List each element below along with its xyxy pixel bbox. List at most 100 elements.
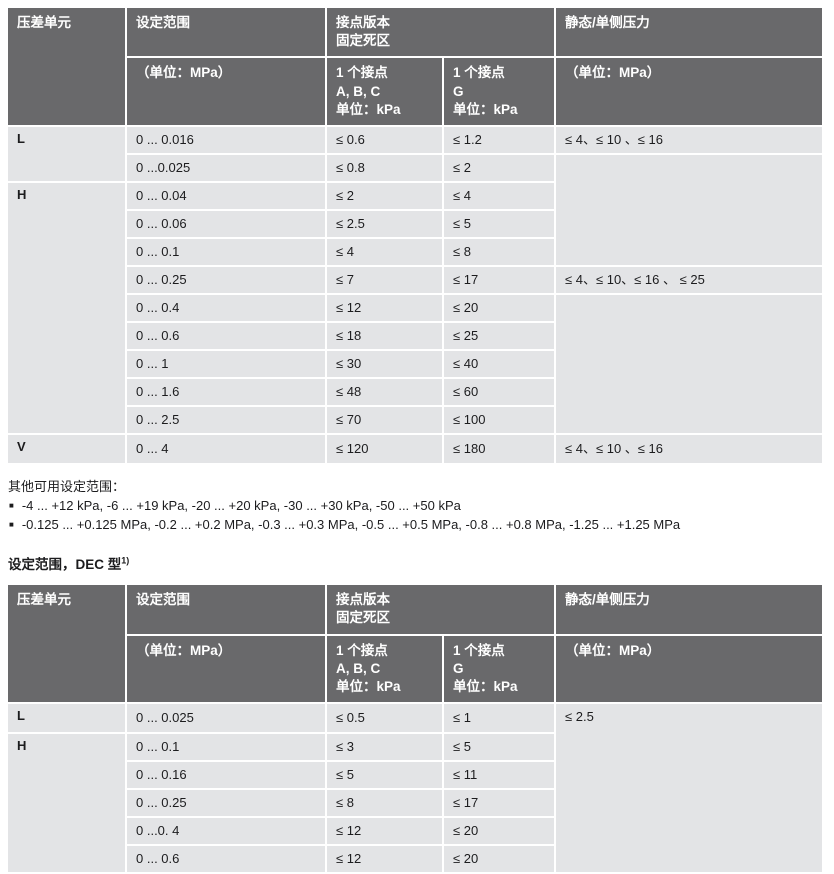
column-header-range: 设定范围 — [127, 8, 325, 57]
contact-g-cell: ≤ 180 — [444, 435, 554, 464]
range-cell: 0 ...0.025 — [127, 155, 325, 182]
range-cell: 0 ... 0.25 — [127, 267, 325, 294]
table-row: 0 ... 0.6 ≤ 18 ≤ 25 — [8, 323, 822, 350]
contact-g-cell: ≤ 4 — [444, 183, 554, 210]
range-cell: 0 ... 4 — [127, 435, 325, 464]
note-bullet-text: -4 ... +12 kPa, -6 ... +19 kPa, -20 ... … — [21, 498, 461, 514]
bullet-square-icon: ■ — [9, 501, 14, 511]
list-item: ■ -4 ... +12 kPa, -6 ... +19 kPa, -20 ..… — [8, 496, 826, 515]
unit-cell: L — [8, 127, 125, 182]
column-header-contact: 接点版本 固定死区 — [327, 585, 554, 634]
table-row: 0 ... 0.1 ≤ 4 ≤ 8 — [8, 239, 822, 266]
spec-table-2: 压差单元 设定范围 接点版本 固定死区 静态/单侧压力 （单位：MPa） 1 个… — [6, 583, 824, 874]
range-cell: 0 ... 0.04 — [127, 183, 325, 210]
note-title: 其他可用设定范围： — [8, 479, 126, 495]
contact-abc-cell: ≤ 70 — [327, 407, 442, 434]
subheader-contact-abc: 1 个接点 A, B, C 单位：kPa — [327, 635, 442, 703]
contact-abc-cell: ≤ 0.6 — [327, 127, 442, 154]
unit-cell: H — [8, 734, 125, 873]
range-cell: 0 ... 0.16 — [127, 762, 325, 789]
contact-abc-cell: ≤ 8 — [327, 790, 442, 817]
column-header-static: 静态/单侧压力 — [556, 8, 822, 57]
table-row: 0 ... 1.6 ≤ 48 ≤ 60 — [8, 379, 822, 406]
contact-g-cell: ≤ 40 — [444, 351, 554, 378]
column-header-contact: 接点版本 固定死区 — [327, 8, 554, 57]
subheader-static-unit: （单位：MPa） — [556, 635, 822, 703]
contact-abc-cell: ≤ 7 — [327, 267, 442, 294]
static-cell: ≤ 4、≤ 10 、≤ 16 — [556, 127, 822, 154]
contact-g-cell: ≤ 20 — [444, 846, 554, 873]
contact-abc-cell: ≤ 30 — [327, 351, 442, 378]
contact-g-cell: ≤ 17 — [444, 267, 554, 294]
range-cell: 0 ... 1.6 — [127, 379, 325, 406]
bullet-square-icon: ■ — [9, 520, 14, 530]
contact-g-cell: ≤ 25 — [444, 323, 554, 350]
column-header-range: 设定范围 — [127, 585, 325, 634]
column-header-static: 静态/单侧压力 — [556, 585, 822, 634]
contact-abc-cell: ≤ 12 — [327, 846, 442, 873]
contact-abc-cell: ≤ 120 — [327, 435, 442, 464]
other-ranges-note: 其他可用设定范围： ■ -4 ... +12 kPa, -6 ... +19 k… — [8, 477, 826, 534]
range-cell: 0 ... 2.5 — [127, 407, 325, 434]
contact-abc-cell: ≤ 0.8 — [327, 155, 442, 182]
contact-g-cell: ≤ 1.2 — [444, 127, 554, 154]
range-cell: 0 ... 0.4 — [127, 295, 325, 322]
static-cell-empty — [556, 295, 822, 434]
contact-g-cell: ≤ 5 — [444, 211, 554, 238]
unit-cell: V — [8, 435, 125, 464]
subheader-contact-abc: 1 个接点 A, B, C 单位：kPa — [327, 58, 442, 126]
contact-g-cell: ≤ 5 — [444, 734, 554, 761]
note-bullet-text: -0.125 ... +0.125 MPa, -0.2 ... +0.2 MPa… — [21, 517, 681, 533]
range-cell: 0 ... 0.1 — [127, 239, 325, 266]
contact-g-cell: ≤ 17 — [444, 790, 554, 817]
range-cell: 0 ... 0.06 — [127, 211, 325, 238]
static-cell: ≤ 2.5 — [556, 704, 822, 873]
table-row: 0 ... 2.5 ≤ 70 ≤ 100 — [8, 407, 822, 434]
static-cell-empty — [556, 155, 822, 266]
spec-table-1: 压差单元 设定范围 接点版本 固定死区 静态/单侧压力 （单位：MPa） 1 个… — [6, 6, 824, 465]
table-row: 0 ... 1 ≤ 30 ≤ 40 — [8, 351, 822, 378]
table2-header-row-1: 压差单元 设定范围 接点版本 固定死区 静态/单侧压力 — [8, 585, 822, 703]
table-row: H 0 ... 0.04 ≤ 2 ≤ 4 — [8, 183, 822, 434]
contact-g-cell: ≤ 1 — [444, 704, 554, 733]
subheader-range-unit: （单位：MPa） — [127, 635, 325, 703]
subheader-range-unit: （单位：MPa） — [127, 58, 325, 126]
contact-abc-cell: ≤ 48 — [327, 379, 442, 406]
range-cell: 0 ... 0.6 — [127, 323, 325, 350]
contact-g-cell: ≤ 20 — [444, 295, 554, 322]
list-item: ■ -0.125 ... +0.125 MPa, -0.2 ... +0.2 M… — [8, 515, 826, 534]
unit-cell: L — [8, 704, 125, 733]
contact-abc-cell: ≤ 0.5 — [327, 704, 442, 733]
section-heading-text: 设定范围，DEC 型 — [8, 557, 122, 573]
contact-g-cell: ≤ 11 — [444, 762, 554, 789]
range-cell: 0 ... 0.025 — [127, 704, 325, 733]
range-cell: 0 ... 0.016 — [127, 127, 325, 154]
table-row: 0 ...0.025 ≤ 0.8 ≤ 2 — [8, 155, 822, 266]
contact-abc-cell: ≤ 12 — [327, 295, 442, 322]
footnote-marker: 1) — [121, 555, 130, 566]
range-cell: 0 ... 0.25 — [127, 790, 325, 817]
table-row: V 0 ... 4 ≤ 120 ≤ 180 ≤ 4、≤ 10 、≤ 16 — [8, 435, 822, 464]
range-cell: 0 ... 0.6 — [127, 846, 325, 873]
section-heading-dec: 设定范围，DEC 型1) — [8, 553, 826, 573]
static-cell: ≤ 4、≤ 10、≤ 16 、 ≤ 25 — [556, 267, 822, 294]
table1-header-row-1: 压差单元 设定范围 接点版本 固定死区 静态/单侧压力 — [8, 8, 822, 126]
contact-g-cell: ≤ 100 — [444, 407, 554, 434]
subheader-contact-g: 1 个接点 G 单位：kPa — [444, 58, 554, 126]
table-row: 0 ... 0.25 ≤ 7 ≤ 17 ≤ 4、≤ 10、≤ 16 、 ≤ 25 — [8, 267, 822, 294]
contact-g-cell: ≤ 2 — [444, 155, 554, 182]
contact-abc-cell: ≤ 2 — [327, 183, 442, 210]
table-row: 0 ... 0.06 ≤ 2.5 ≤ 5 — [8, 211, 822, 238]
range-cell: 0 ... 1 — [127, 351, 325, 378]
contact-abc-cell: ≤ 5 — [327, 762, 442, 789]
unit-cell: H — [8, 183, 125, 434]
contact-g-cell: ≤ 8 — [444, 239, 554, 266]
range-cell: 0 ...0. 4 — [127, 818, 325, 845]
column-header-unit: 压差单元 — [8, 8, 125, 126]
static-cell: ≤ 4、≤ 10 、≤ 16 — [556, 435, 822, 464]
contact-g-cell: ≤ 20 — [444, 818, 554, 845]
table-row: L 0 ... 0.016 ≤ 0.6 ≤ 1.2 ≤ 4、≤ 10 、≤ 16 — [8, 127, 822, 182]
range-cell: 0 ... 0.1 — [127, 734, 325, 761]
contact-abc-cell: ≤ 18 — [327, 323, 442, 350]
column-header-unit: 压差单元 — [8, 585, 125, 703]
